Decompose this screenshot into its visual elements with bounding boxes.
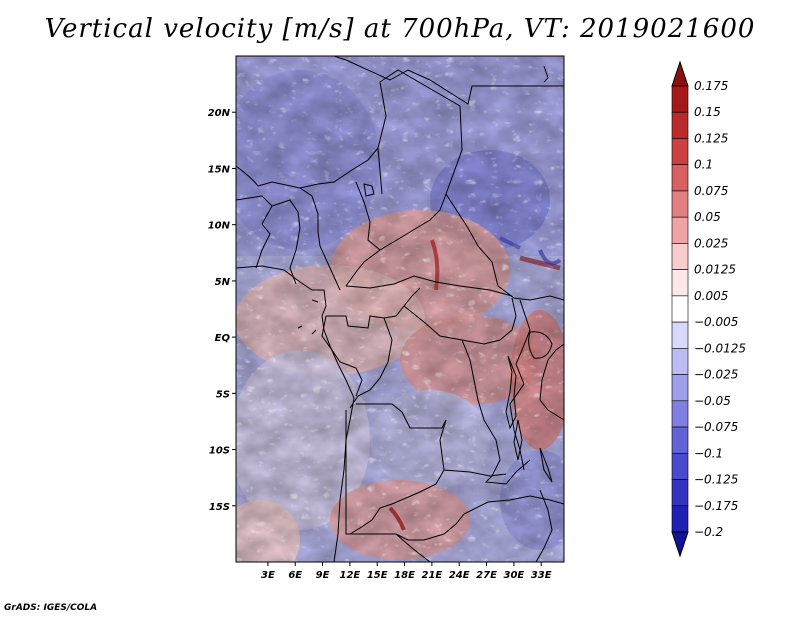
lat-label: 5N [215,277,231,288]
colorbar-level-label: 0.075 [694,184,728,198]
colorbar-band [671,426,689,454]
colorbar-level-label: −0.125 [694,473,738,487]
colorbar-band [671,531,689,558]
latitude-axis: 20N 15N 10N 5N EQ 5S 10S 15S [208,108,236,513]
lon-label: 12E [340,570,361,581]
colorbar-band [671,164,689,192]
lon-label: 24E [449,570,470,581]
colorbar-band [671,505,689,533]
longitude-axis: 3E 6E 9E 12E 15E 18E 21E 24E 27E 30E 33E [261,562,552,581]
colorbar-legend: 0.175 0.15 0.125 0.1 0.075 0.05 0.025 0.0125 0.0… [671,60,746,558]
colorbar-band [671,190,689,218]
lat-label: 5S [216,389,230,400]
colorbar-level-label: 0.0125 [694,263,736,277]
lon-label: 27E [476,570,497,581]
colorbar-band [671,374,689,402]
colorbar-band [671,321,689,349]
colorbar-level-label: −0.1 [694,446,723,460]
colorbar-band [671,85,689,113]
colorbar-band [671,243,689,270]
colorbar-level-label: −0.0125 [694,341,746,355]
colorbar-level-label: 0.15 [694,105,721,119]
political-boundaries [236,56,564,562]
colorbar-level-label: 0.175 [694,79,728,93]
grads-credit: GrADS: IGES/COLA [4,603,98,613]
lat-label: 15S [209,502,230,513]
lat-label: 10S [209,446,230,457]
lon-label: 33E [531,570,552,581]
colorbar-level-label: −0.005 [694,315,738,329]
lat-label: 15N [208,164,231,175]
colorbar-band [671,269,689,297]
colorbar-band [671,111,689,139]
colorbar-band [671,479,689,507]
colorbar-level-label: 0.1 [694,158,713,172]
map-title: Vertical velocity [m/s] at 700hPa, VT: 2… [44,14,756,44]
colorbar-level-label: −0.025 [694,368,738,382]
lat-label: 10N [208,221,231,232]
colorbar-level-label: −0.05 [694,394,731,408]
lon-label: 21E [422,570,443,581]
lon-label: 18E [394,570,415,581]
lon-label: 3E [261,570,275,581]
colorbar-level-label: −0.175 [694,499,738,513]
colorbar-band [671,400,689,428]
lat-label: EQ [215,333,231,344]
lon-label: 9E [316,570,330,581]
colorbar-level-label: 0.025 [694,236,728,250]
lat-label: 20N [208,108,231,119]
lon-label: 6E [288,570,302,581]
colorbar-level-label: 0.125 [694,131,728,145]
colorbar-level-label: 0.05 [694,210,721,224]
colorbar-band [671,452,689,480]
colorbar-level-label: −0.075 [694,420,738,434]
colorbar-band [671,60,689,87]
colorbar-band [671,138,689,166]
lon-label: 30E [504,570,525,581]
lon-label: 15E [367,570,388,581]
colorbar-band [671,216,689,244]
map-frame [235,55,565,563]
colorbar-level-label: −0.2 [694,525,723,539]
colorbar-band [671,348,689,375]
colorbar-level-label: 0.005 [694,289,728,303]
colorbar-band [671,295,689,323]
